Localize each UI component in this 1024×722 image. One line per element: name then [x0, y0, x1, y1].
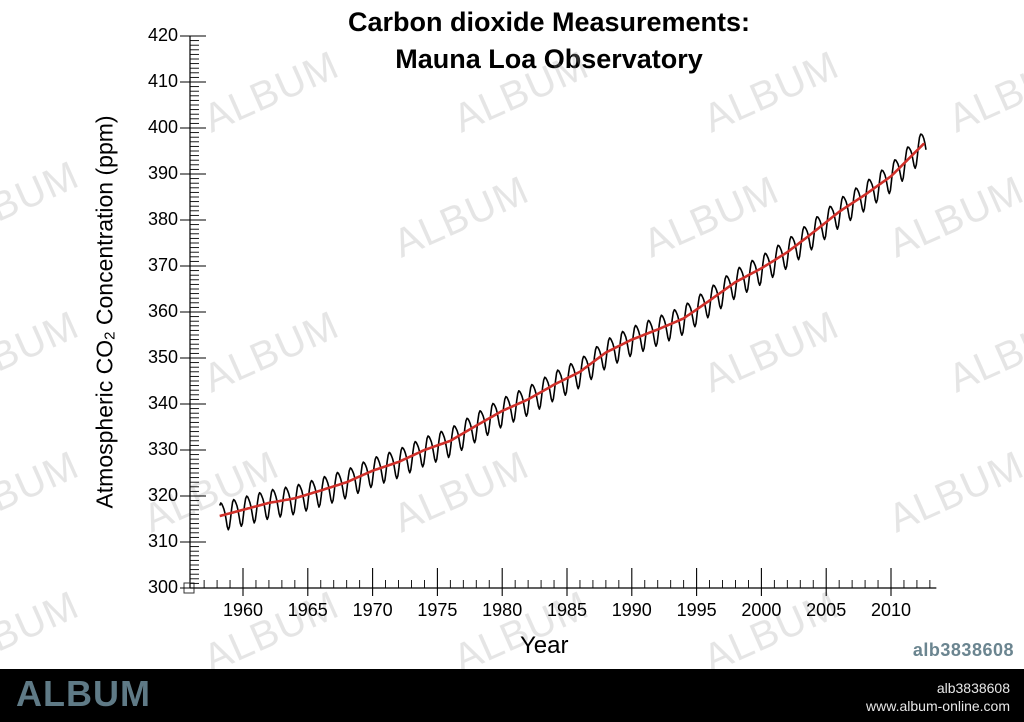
x-tick-label: 2005 [806, 600, 847, 620]
y-axis-label-suffix: Concentration (ppm) [91, 115, 118, 332]
x-tick-label: 1980 [482, 600, 523, 620]
x-tick-label: 1960 [222, 600, 264, 620]
y-axis-label-subscript: 2 [101, 331, 119, 340]
chart-title-line2: Mauna Loa Observatory [395, 44, 703, 74]
x-tick-label: 1995 [676, 600, 717, 620]
x-tick-label: 1975 [417, 600, 458, 620]
x-tick-label: 2000 [741, 600, 782, 620]
y-tick-label: 400 [147, 117, 178, 137]
chart-axes [180, 35, 937, 596]
y-tick-label: 310 [147, 531, 178, 551]
y-tick-label: 380 [147, 209, 178, 229]
footer-meta: alb3838608 www.album-online.com [866, 679, 1010, 715]
y-tick-label: 420 [147, 25, 178, 45]
y-tick-label: 390 [147, 163, 178, 183]
footer-website-link[interactable]: www.album-online.com [866, 698, 1010, 714]
x-tick-label: 1985 [546, 600, 588, 620]
monthly-co2-series [218, 133, 927, 531]
x-axis-label: Year [520, 632, 569, 659]
image-id-badge: alb3838608 [912, 640, 1014, 660]
y-axis-label-prefix: Atmospheric CO [91, 339, 118, 509]
y-tick-label: 300 [147, 577, 178, 597]
x-tick-label: 2010 [870, 600, 912, 620]
album-logo[interactable]: ALBUM [16, 673, 151, 714]
footer-image-id: alb3838608 [936, 680, 1010, 696]
chart-title-line1: Carbon dioxide Measurements: [347, 7, 751, 37]
x-tick-label: 1970 [352, 600, 393, 620]
footer-bar: ALBUM alb3838608 www.album-online.com [0, 669, 1024, 722]
y-tick-label: 370 [147, 255, 178, 275]
y-tick-label: 350 [147, 347, 178, 367]
y-tick-label: 340 [147, 393, 178, 413]
x-tick-label: 1990 [611, 600, 652, 620]
trend-co2-series [219, 142, 925, 518]
y-tick-label: 410 [147, 71, 178, 91]
y-tick-label: 330 [147, 439, 178, 459]
y-tick-label: 320 [147, 485, 178, 505]
co2-line-chart [180, 35, 937, 596]
y-axis-label: Atmospheric CO2 Concentration (ppm) [92, 115, 119, 508]
y-tick-label: 360 [147, 301, 178, 321]
x-tick-label: 1965 [287, 600, 328, 620]
